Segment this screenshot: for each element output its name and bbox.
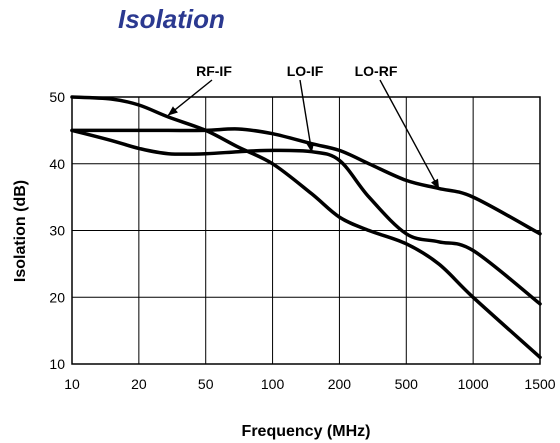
- plot-frame: [71, 96, 541, 365]
- annotation-label-rf-if: RF-IF: [196, 63, 232, 79]
- y-tick-label: 30: [49, 223, 65, 239]
- y-tick-label: 20: [49, 289, 65, 305]
- annotations: RF-IF LO-IF LO-RF: [167, 63, 440, 190]
- y-axis-label: Isolation (dB): [12, 180, 29, 282]
- chart-title: Isolation: [118, 4, 225, 34]
- grid: [72, 97, 540, 364]
- y-tick-label: 40: [49, 156, 65, 172]
- annotation-label-lo-rf: LO-RF: [355, 63, 398, 79]
- series-line-rf-if: [70, 95, 542, 360]
- x-tick-label: 20: [131, 376, 147, 392]
- annotation-arrow: [167, 79, 213, 116]
- x-tick-label: 500: [395, 376, 419, 392]
- x-tick-label: 1000: [458, 376, 489, 392]
- annotation-arrow: [379, 79, 440, 190]
- tick-labels: 10 20 50 100 200 500 1000 1500 10 20 30 40 50: [49, 89, 555, 392]
- x-axis-label: Frequency (MHz): [242, 423, 371, 440]
- series-line-lo-rf: [70, 127, 542, 236]
- annotation-arrow: [299, 79, 315, 153]
- y-tick-label: 50: [49, 89, 65, 105]
- x-tick-label: 50: [198, 376, 214, 392]
- y-tick-label: 10: [49, 356, 65, 372]
- annotation-label-lo-if: LO-IF: [287, 63, 324, 79]
- x-tick-label: 100: [261, 376, 285, 392]
- x-tick-label: 1500: [524, 376, 555, 392]
- series-group: [70, 95, 542, 360]
- series-line-lo-if: [70, 128, 542, 306]
- x-tick-label: 200: [328, 376, 352, 392]
- x-tick-label: 10: [64, 376, 80, 392]
